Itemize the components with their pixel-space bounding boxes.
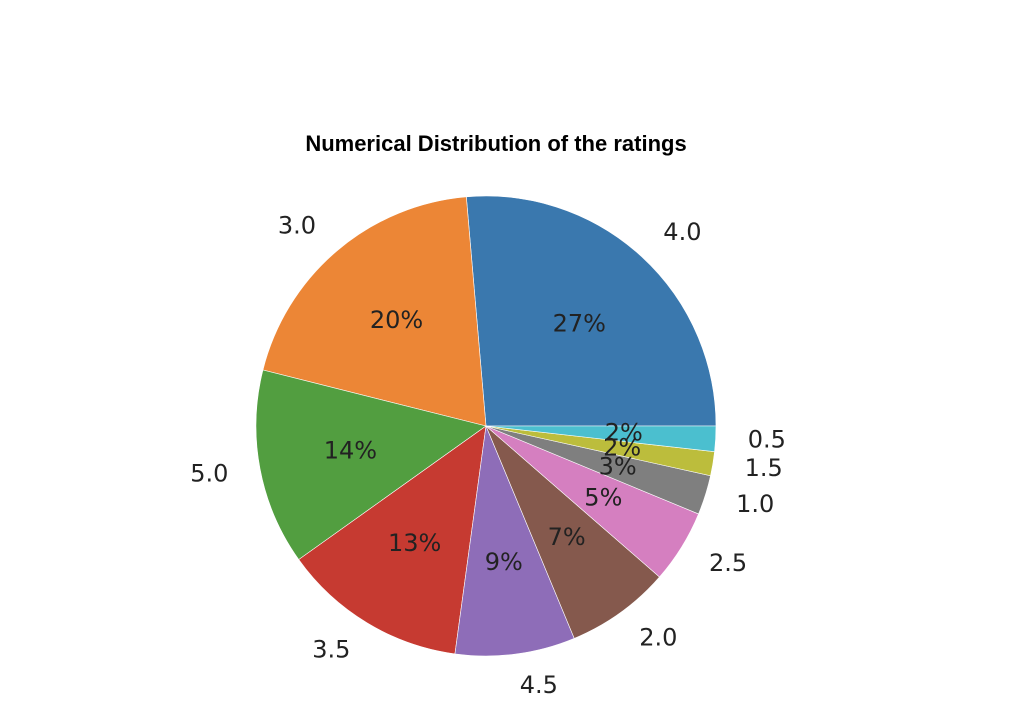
category-label-2.5: 2.5 (709, 549, 747, 577)
chart-title: Numerical Distribution of the ratings (305, 131, 687, 156)
pie-slice-4.0 (466, 195, 717, 427)
pie-slice-2.0 (485, 425, 660, 639)
pie-slice-5.0 (255, 369, 487, 560)
category-label-4.5: 4.5 (520, 671, 558, 699)
percent-label-0.5: 2% (605, 419, 643, 447)
category-label-1.5: 1.5 (745, 454, 783, 482)
category-label-4.0: 4.0 (663, 218, 701, 246)
percent-label-2.5: 5% (584, 484, 622, 512)
pie-labels: 4.0 27% 3.0 20% 5.0 14% 3.5 13% 4.5 9% 2.0 7% 2.5 5% 1… (190, 211, 786, 699)
percent-label-5.0: 14% (324, 437, 377, 465)
category-label-5.0: 5.0 (190, 460, 228, 488)
percent-label-3.0: 20% (370, 306, 423, 334)
pie-slices (255, 195, 717, 657)
percent-label-1.0: 3% (599, 452, 637, 480)
percent-label-2.0: 7% (548, 523, 586, 551)
category-label-3.0: 3.0 (278, 211, 316, 239)
category-label-1.0: 1.0 (736, 490, 774, 518)
category-label-3.5: 3.5 (312, 635, 350, 663)
pie-slice-3.5 (298, 425, 487, 655)
percent-label-4.5: 9% (485, 548, 523, 576)
category-label-0.5: 0.5 (748, 426, 786, 454)
pie-slice-3.0 (262, 196, 487, 427)
pie-slice-4.5 (454, 424, 575, 657)
percent-label-4.0: 27% (553, 309, 606, 337)
pie-slice-0.5 (485, 425, 717, 453)
percent-label-1.5: 2% (603, 434, 641, 462)
category-label-2.0: 2.0 (639, 624, 677, 652)
percent-label-3.5: 13% (388, 529, 441, 557)
